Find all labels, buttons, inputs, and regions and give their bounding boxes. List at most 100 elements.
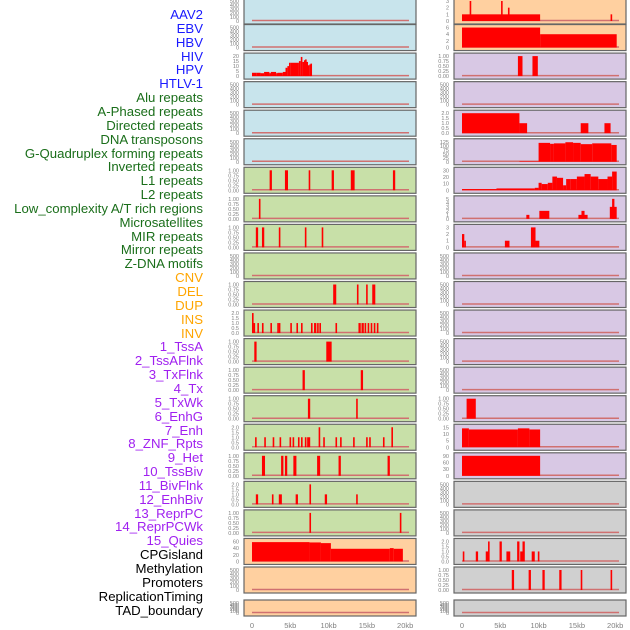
track-labels: AAV2 EBV HBV HIV HPV HTLV-1 Alu repeats A-Phase… (0, 0, 203, 630)
panel-background (243, 309, 417, 337)
track-panel: 1.000.750.500.250.00 (438, 395, 627, 423)
panel-background (453, 395, 627, 423)
y-tick-label: 0.00 (228, 388, 239, 394)
y-tick-label: 0.5 (231, 497, 239, 503)
y-tick-label: 300 (440, 519, 449, 525)
y-tick-label: 400 (440, 258, 449, 264)
y-tick-label: 500 (230, 83, 239, 89)
y-tick-label: 100 (230, 156, 239, 162)
track-label: HBV (175, 34, 203, 50)
y-tick-label: 5 (236, 69, 239, 75)
data-bar (310, 323, 313, 334)
y-tick-label: 10 (443, 432, 449, 438)
track-panel: 2.01.51.00.50.0 (231, 480, 417, 508)
data-bar (581, 210, 585, 219)
y-tick-label: 400 (440, 287, 449, 293)
y-tick-label: 1.0 (441, 549, 449, 555)
y-tick-label: 0.50 (228, 521, 239, 527)
data-bar (252, 542, 310, 562)
data-bar (272, 437, 275, 448)
y-tick-label: 0.50 (228, 235, 239, 241)
y-tick-label: 100 (440, 270, 449, 276)
track-label: L2 repeats (140, 187, 203, 203)
y-tick-label: 1.00 (228, 454, 239, 460)
y-tick-label: 0.25 (228, 298, 239, 304)
y-tick-label: 0.75 (228, 230, 239, 236)
y-tick-label: 0 (446, 360, 449, 366)
data-bar (507, 7, 510, 22)
y-tick-label: 0 (236, 274, 239, 280)
data-bar (538, 182, 542, 191)
data-bar (258, 198, 261, 219)
y-tick-label: 200 (440, 95, 449, 101)
y-tick-label: 400 (230, 87, 239, 93)
panel-background (243, 81, 417, 109)
track-label: 8_ZNF_Rpts (128, 436, 203, 452)
y-tick-label: 125 (440, 140, 449, 146)
y-tick-label: 500 (440, 511, 449, 517)
y-tick-label: 2 (446, 6, 449, 12)
data-bar (296, 323, 299, 334)
data-bar (335, 437, 338, 448)
data-bar (356, 284, 359, 305)
track-label: INV (181, 325, 203, 341)
track-label: INS (181, 311, 203, 327)
data-bar (580, 570, 583, 590)
y-tick-label: 400 (230, 115, 239, 121)
y-tick-label: 200 (230, 580, 239, 586)
y-tick-label: 400 (440, 344, 449, 350)
data-bar (580, 144, 593, 162)
y-tick-label: 0.0 (231, 331, 239, 337)
y-tick-label: 25 (443, 156, 449, 162)
y-tick-label: 100 (230, 609, 239, 615)
data-bar (304, 60, 306, 77)
data-bar (340, 437, 342, 448)
data-bar (499, 541, 502, 562)
track-label: G-Quadruplex forming repeats (24, 145, 203, 161)
y-tick-label: 200 (440, 607, 449, 613)
y-tick-label: 0 (446, 331, 449, 337)
data-bar (366, 284, 368, 305)
y-tick-label: 0.00 (438, 417, 449, 423)
y-tick-label: 200 (230, 266, 239, 272)
y-tick-label: 0.75 (438, 573, 449, 579)
y-tick-label: 1.00 (228, 197, 239, 203)
y-tick-label: 300 (440, 291, 449, 297)
data-bar (255, 494, 259, 505)
track-label: 10_TssBiv (142, 464, 203, 480)
data-bar (522, 541, 525, 562)
track-label: L1 repeats (140, 173, 203, 189)
data-bar (462, 455, 541, 476)
data-bar (302, 370, 305, 391)
track-label: 14_ReprPCWk (115, 519, 203, 535)
data-bar (537, 551, 540, 562)
y-tick-label: 1.00 (228, 340, 239, 346)
data-bar (466, 398, 476, 419)
data-bar (541, 184, 548, 191)
y-tick-label: 0.25 (228, 526, 239, 532)
y-tick-label: 3 (446, 205, 449, 211)
data-bar (530, 227, 536, 248)
data-bar (373, 323, 376, 334)
data-bar (496, 188, 535, 191)
y-tick-label: 100 (440, 327, 449, 333)
data-bar (276, 73, 278, 77)
track-panel: 1.000.750.500.250.00 (228, 395, 417, 423)
panel-background (243, 195, 417, 223)
data-bar (320, 543, 331, 562)
data-bar (356, 494, 358, 505)
data-bar (290, 323, 292, 334)
data-bar (485, 551, 489, 562)
data-bar (540, 34, 617, 48)
y-tick-label: 500 (230, 26, 239, 32)
y-tick-label: 0.00 (228, 303, 239, 309)
y-tick-label: 200 (230, 95, 239, 101)
data-bar (290, 62, 299, 77)
track-label: 9_Het (167, 450, 203, 466)
data-bar (277, 323, 279, 334)
